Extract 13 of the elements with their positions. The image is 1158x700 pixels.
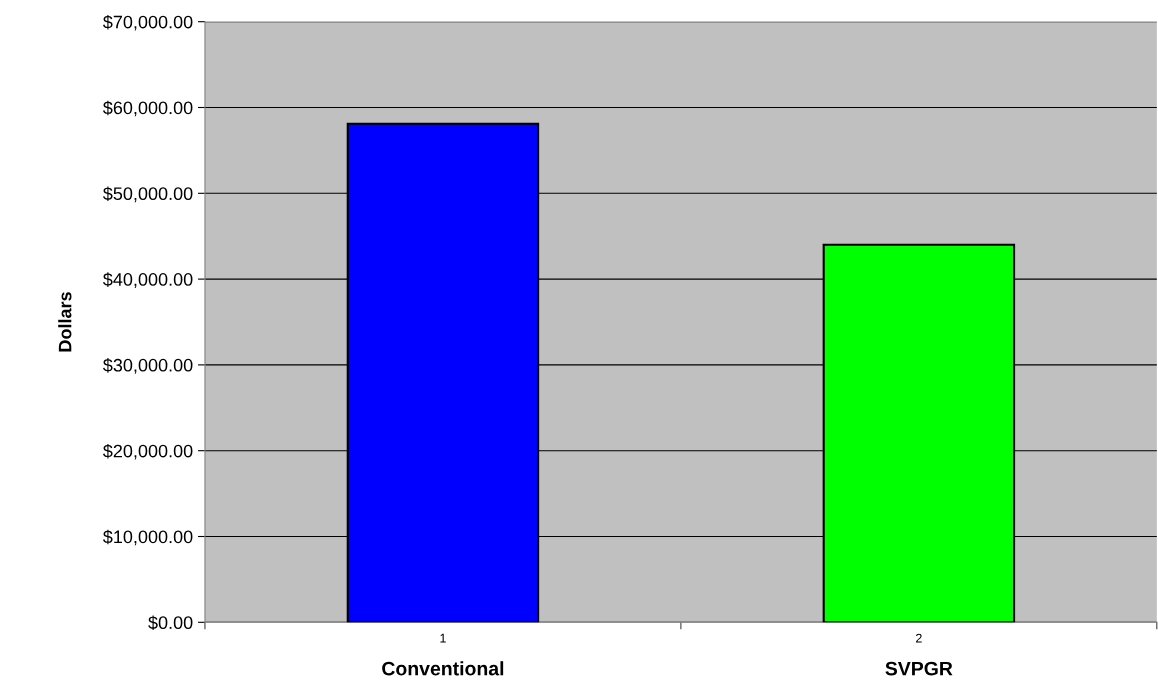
y-tick-label: $20,000.00 [103,443,193,460]
y-tick-label: $0.00 [148,615,193,631]
y-tick-label: $60,000.00 [103,100,193,117]
y-axis-title: Dollars [58,292,72,352]
y-tick-label: $30,000.00 [103,358,193,374]
text: SVPGR [885,661,953,676]
y-tick-label: $70,000.00 [103,14,193,31]
y-tick-label: $40,000.00 [103,272,193,288]
text: Conventional [382,661,504,676]
y-tick-label: $10,000.00 [103,529,193,546]
y-tick-label: $50,000.00 [103,186,193,203]
x-tick-label: 2 [916,633,922,643]
x-tick-label: 1 [440,633,446,643]
